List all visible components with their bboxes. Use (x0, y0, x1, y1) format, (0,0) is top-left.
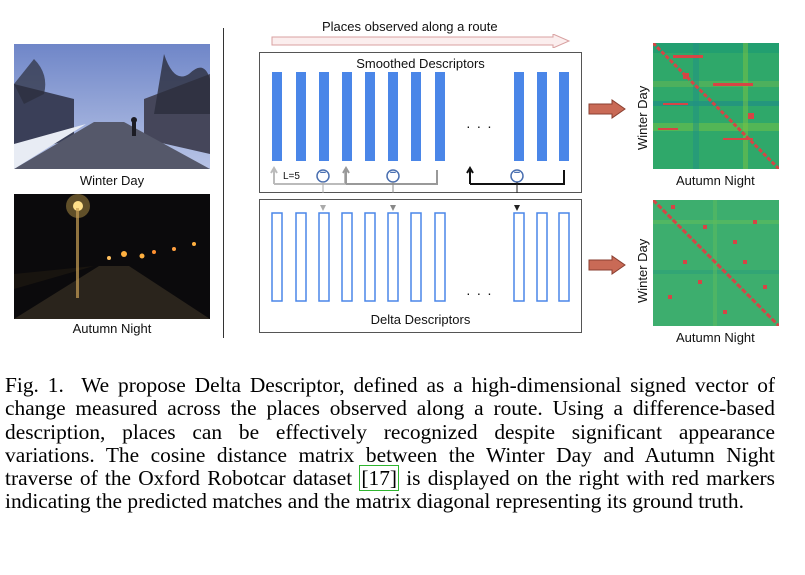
smoothed-bar (365, 72, 375, 161)
smoothed-bar (342, 72, 352, 161)
bottom-matrix-y-label: Winter Day (635, 238, 650, 303)
citation-link[interactable]: [17] (359, 465, 400, 492)
smoothed-bar (296, 72, 306, 161)
smoothed-bar (537, 72, 547, 161)
figure-caption: Fig. 1. We propose Delta Descriptor, def… (5, 373, 776, 514)
smoothed-bar (435, 72, 445, 161)
smoothed-bar (411, 72, 421, 161)
delta-bar (364, 212, 376, 302)
delta-bars (271, 205, 570, 302)
smoothed-descriptors-title: Smoothed Descriptors (356, 56, 485, 71)
smoothed-ellipsis: · · · (466, 118, 493, 134)
delta-descriptors-title: Delta Descriptors (370, 312, 471, 327)
delta-bar (271, 212, 283, 302)
delta-bar (513, 212, 525, 302)
caption-text-before-ref: We propose Delta Descriptor, defined as … (5, 373, 776, 491)
smoothed-bar (514, 72, 524, 161)
top-matrix-x-label: Autumn Night (676, 173, 755, 188)
bottom-matrix-x-label: Autumn Night (676, 330, 755, 345)
autumn-night-photo (14, 194, 210, 319)
caption-text-after-ref: is displayed on the right with red marke… (5, 466, 775, 514)
smoothed-bar (272, 72, 282, 161)
smoothed-bar (319, 72, 329, 161)
delta-ellipsis: · · · (466, 285, 493, 301)
delta-bar (341, 212, 353, 302)
delta-bar (410, 212, 422, 302)
vertical-divider (223, 28, 224, 338)
minus-symbol-2: − (389, 167, 397, 179)
top-matrix-y-label: Winter Day (635, 85, 650, 150)
autumn-night-caption: Autumn Night (72, 321, 152, 336)
delta-bar (536, 212, 548, 302)
smoothed-bars (270, 72, 569, 193)
minus-symbol-1: − (319, 167, 327, 179)
smoothed-bar (388, 72, 398, 161)
delta-bar (558, 212, 570, 302)
caption-label: Fig. 1. (5, 373, 64, 397)
arrow-to-top-matrix (588, 99, 626, 119)
delta-bar (318, 212, 330, 302)
route-arrow (271, 34, 571, 48)
minus-symbol-3: − (513, 167, 521, 179)
route-label: Places observed along a route (322, 19, 498, 34)
winter-day-caption: Winter Day (79, 173, 145, 188)
window-length-label: L=5 (283, 171, 300, 182)
delta-bar (295, 212, 307, 302)
smoothed-bar (559, 72, 569, 161)
delta-bar (387, 212, 399, 302)
winter-day-photo (14, 44, 210, 169)
top-distance-matrix (651, 41, 781, 171)
delta-bar (434, 212, 446, 302)
arrow-to-bottom-matrix (588, 255, 626, 275)
bottom-distance-matrix (651, 198, 781, 328)
